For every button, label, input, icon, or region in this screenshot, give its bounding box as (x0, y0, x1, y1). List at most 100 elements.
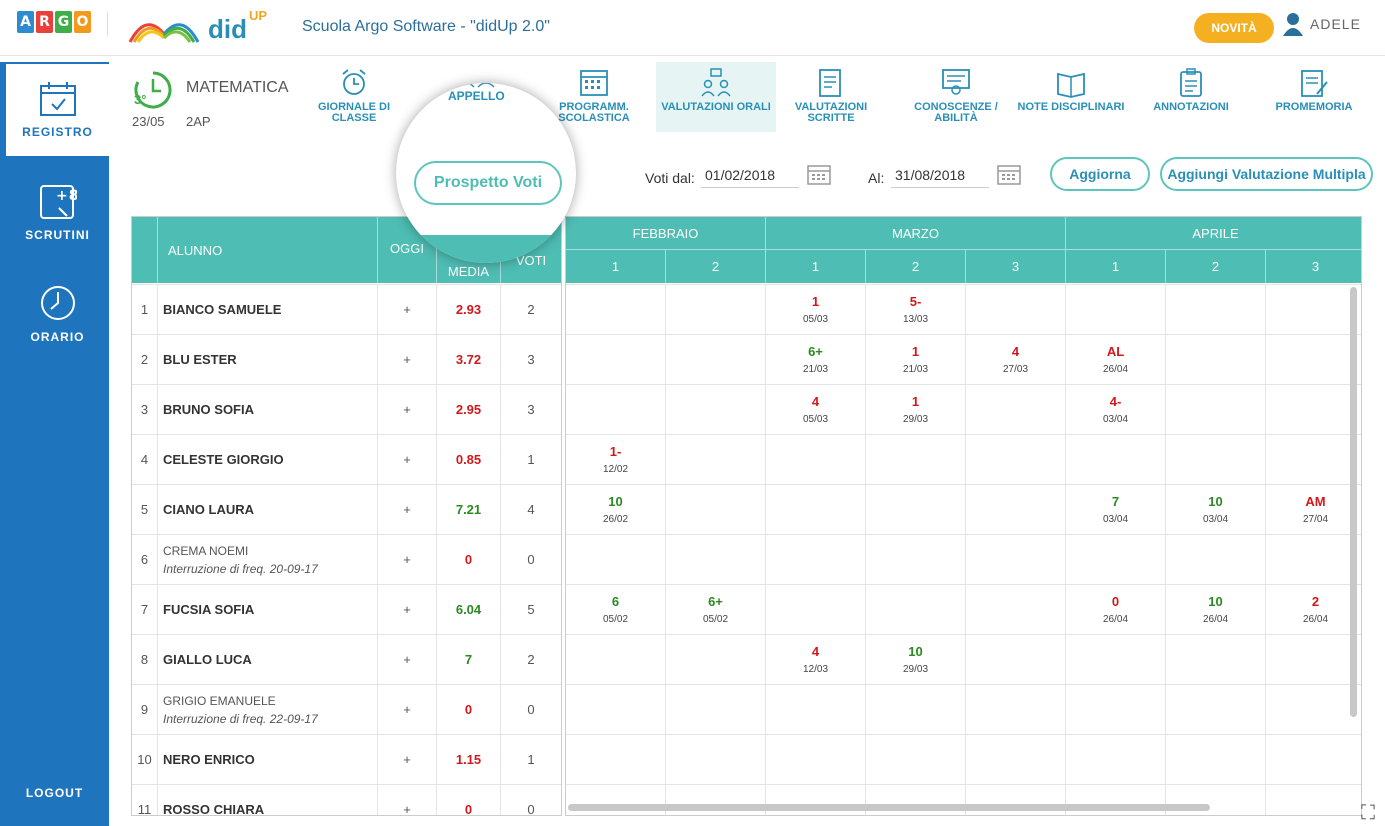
grade-cell[interactable]: 4 12/03 (766, 635, 866, 684)
grade-cell[interactable] (1266, 385, 1361, 434)
grade-cell[interactable] (666, 435, 766, 484)
tool-annotazioni[interactable]: ANNOTAZIONI (1136, 62, 1246, 132)
grade-cell[interactable]: 6+ 05/02 (666, 585, 766, 634)
horizontal-scrollbar[interactable] (568, 804, 1210, 811)
grade-cell[interactable] (566, 535, 666, 584)
grade-cell[interactable] (1266, 635, 1361, 684)
grade-cell[interactable] (766, 435, 866, 484)
grade-cell[interactable] (1266, 535, 1361, 584)
grade-cell[interactable] (966, 285, 1066, 334)
grade-cell[interactable] (1266, 285, 1361, 334)
grade-cell[interactable] (1166, 335, 1266, 384)
grade-cell[interactable] (1266, 335, 1361, 384)
grade-cell[interactable] (666, 285, 766, 334)
grade-cell[interactable] (666, 335, 766, 384)
grade-cell[interactable] (566, 385, 666, 434)
grade-cell[interactable]: 0 26/04 (1066, 585, 1166, 634)
grade-cell[interactable] (866, 435, 966, 484)
sidebar-item-registro[interactable]: REGISTRO (6, 64, 109, 156)
grade-cell[interactable] (966, 385, 1066, 434)
student-row[interactable]: 3 BRUNO SOFIA +2.95 3 (132, 384, 561, 434)
grade-cell[interactable] (666, 485, 766, 534)
grade-cell[interactable] (766, 735, 866, 784)
grade-cell[interactable]: 10 29/03 (866, 635, 966, 684)
grade-cell[interactable] (1266, 685, 1361, 734)
grade-cell[interactable] (1166, 735, 1266, 784)
al-input[interactable] (891, 162, 989, 188)
student-row[interactable]: 8 GIALLO LUCA +7 2 (132, 634, 561, 684)
student-cell[interactable]: CELESTE GIORGIO (158, 435, 378, 484)
grade-cell[interactable]: 10 26/04 (1166, 585, 1266, 634)
grade-cell[interactable] (666, 785, 766, 815)
grade-cell[interactable]: 10 03/04 (1166, 485, 1266, 534)
student-cell[interactable]: BRUNO SOFIA (158, 385, 378, 434)
grade-cell[interactable] (766, 685, 866, 734)
student-cell[interactable]: BLU ESTER (158, 335, 378, 384)
grade-cell[interactable]: 1- 12/02 (566, 435, 666, 484)
calendar-icon[interactable] (807, 162, 831, 186)
grade-cell[interactable]: 1 05/03 (766, 285, 866, 334)
oggi-cell[interactable]: + (378, 335, 437, 384)
grade-cell[interactable]: 1 29/03 (866, 385, 966, 434)
grade-cell[interactable] (666, 735, 766, 784)
grade-cell[interactable] (666, 635, 766, 684)
grade-cell[interactable]: 4 27/03 (966, 335, 1066, 384)
student-row[interactable]: 4 CELESTE GIORGIO +0.85 1 (132, 434, 561, 484)
grade-cell[interactable]: 2 26/04 (1266, 585, 1361, 634)
grade-cell[interactable] (966, 485, 1066, 534)
grade-cell[interactable] (666, 685, 766, 734)
fullscreen-icon[interactable]: ⛶ (1361, 802, 1375, 824)
grade-cell[interactable] (966, 535, 1066, 584)
grade-cell[interactable]: 6+ 21/03 (766, 335, 866, 384)
oggi-cell[interactable]: + (378, 585, 437, 634)
grade-cell[interactable] (766, 785, 866, 815)
user-menu[interactable]: ADELE (1282, 12, 1361, 36)
student-row[interactable]: 6 CREMA NOEMI Interruzione di freq. 20-09-… (132, 534, 561, 584)
vertical-scrollbar[interactable] (1350, 287, 1357, 717)
student-row[interactable]: 5 CIANO LAURA +7.21 4 (132, 484, 561, 534)
grade-cell[interactable] (1066, 635, 1166, 684)
grade-cell[interactable] (1066, 735, 1166, 784)
calendar-icon[interactable] (997, 162, 1021, 186)
grade-cell[interactable]: AM 27/04 (1266, 485, 1361, 534)
tool-conoscenze-abilit[interactable]: CONOSCENZE / ABILITÀ (891, 62, 1021, 132)
grade-cell[interactable] (866, 735, 966, 784)
grade-cell[interactable] (866, 685, 966, 734)
grade-cell[interactable] (1166, 385, 1266, 434)
grade-cell[interactable] (566, 735, 666, 784)
grade-cell[interactable] (966, 785, 1066, 815)
novita-button[interactable]: NOVITÀ (1194, 13, 1274, 43)
aggiorna-button[interactable]: Aggiorna (1050, 157, 1150, 191)
aggiungi-valutazione-multipla-button[interactable]: Aggiungi Valutazione Multipla (1160, 157, 1373, 191)
grade-cell[interactable] (866, 485, 966, 534)
grade-cell[interactable] (766, 585, 866, 634)
grade-cell[interactable] (1066, 685, 1166, 734)
oggi-cell[interactable]: + (378, 285, 437, 334)
oggi-cell[interactable]: + (378, 735, 437, 784)
alunno-header[interactable]: ALUNNO (158, 217, 378, 283)
oggi-cell[interactable]: + (378, 685, 437, 734)
grade-cell[interactable]: AL 26/04 (1066, 335, 1166, 384)
grade-cell[interactable] (666, 535, 766, 584)
student-cell[interactable]: GIALLO LUCA (158, 635, 378, 684)
student-cell[interactable]: CIANO LAURA (158, 485, 378, 534)
grade-cell[interactable] (766, 535, 866, 584)
grade-cell[interactable] (1166, 435, 1266, 484)
student-row[interactable]: 9 GRIGIO EMANUELE Interruzione di freq. 22… (132, 684, 561, 734)
grade-cell[interactable] (866, 585, 966, 634)
grade-cell[interactable] (1066, 285, 1166, 334)
tool-note-disciplinari[interactable]: NOTE DISCIPLINARI (1011, 62, 1131, 132)
student-cell[interactable]: BIANCO SAMUELE (158, 285, 378, 334)
grade-cell[interactable] (866, 785, 966, 815)
student-cell[interactable]: NERO ENRICO (158, 735, 378, 784)
oggi-cell[interactable]: + (378, 485, 437, 534)
student-row[interactable]: 1 BIANCO SAMUELE +2.93 2 (132, 284, 561, 334)
student-row[interactable]: 11 ROSSO CHIARA +0 0 (132, 784, 561, 815)
student-row[interactable]: 10 NERO ENRICO +1.15 1 (132, 734, 561, 784)
grade-cell[interactable] (666, 385, 766, 434)
grade-cell[interactable] (1266, 735, 1361, 784)
prospetto-voti-button[interactable]: Prospetto Voti (414, 161, 562, 205)
grade-cell[interactable] (566, 335, 666, 384)
grade-cell[interactable]: 7 03/04 (1066, 485, 1166, 534)
grade-cell[interactable] (966, 735, 1066, 784)
